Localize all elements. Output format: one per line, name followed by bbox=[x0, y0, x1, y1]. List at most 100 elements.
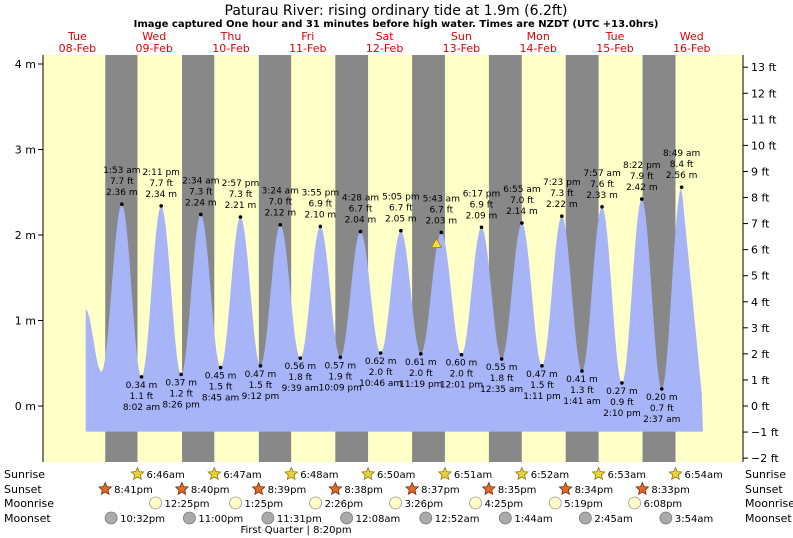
low-tide-time: 9:39 am bbox=[282, 384, 319, 394]
low-tide-time: 1:41 am bbox=[563, 397, 600, 407]
day-labels: Tue08-FebWed09-FebThu10-FebFri11-FebSat1… bbox=[59, 30, 711, 55]
high-tide-ft: 6.7 ft bbox=[429, 205, 453, 215]
moonset-icon bbox=[104, 511, 118, 525]
low-tide-m: 0.60 m bbox=[446, 359, 478, 369]
left-axis-tick-label: 4 m bbox=[15, 58, 36, 71]
high-tide-point bbox=[439, 230, 444, 235]
sunset-time: 8:33pm bbox=[651, 485, 690, 496]
moonrise-time: 12:25pm bbox=[165, 499, 210, 510]
tide-annotations: 1:53 am7.7 ft2.36 m2:11 pm7.7 ft2.34 m2:… bbox=[103, 149, 700, 425]
left-axis-tick-label: 2 m bbox=[15, 229, 36, 242]
low-tide-time: 8:45 am bbox=[202, 394, 239, 404]
low-tide-ft: 1.8 ft bbox=[490, 374, 514, 384]
high-tide-ft: 7.6 ft bbox=[590, 180, 614, 190]
low-tide-time: 11:19 pm bbox=[399, 380, 442, 390]
high-tide-point bbox=[560, 214, 564, 218]
low-tide-point bbox=[620, 381, 624, 385]
high-tide-point bbox=[679, 185, 684, 189]
high-tide-time: 2:11 pm bbox=[142, 168, 180, 178]
low-tide-point bbox=[659, 387, 664, 391]
low-tide-m: 0.55 m bbox=[486, 363, 518, 373]
high-tide-ft: 8.4 ft bbox=[670, 160, 694, 170]
sunset-time: 8:41pm bbox=[114, 485, 153, 496]
low-tide-time: 10:09 pm bbox=[319, 383, 362, 393]
day-date-label: 15-Feb bbox=[596, 42, 633, 55]
sunrise-time: 6:52am bbox=[531, 470, 569, 481]
high-tide-m: 2.36 m bbox=[106, 188, 138, 198]
right-axis-tick-label: 10 ft bbox=[751, 139, 777, 152]
high-tide-time: 6:17 pm bbox=[463, 189, 501, 199]
right-axis-tick-label: 12 ft bbox=[751, 87, 777, 100]
low-tide-m: 0.61 m bbox=[405, 358, 437, 368]
low-tide-m: 0.27 m bbox=[606, 387, 638, 397]
right-axis-tick-label: −2 ft bbox=[751, 452, 779, 465]
low-tide-time: 1:11 pm bbox=[523, 392, 561, 402]
low-tide-ft: 1.5 ft bbox=[209, 383, 233, 393]
moonset-time: 12:08am bbox=[356, 514, 401, 525]
low-tide-point bbox=[540, 364, 544, 368]
day-name-label: Wed bbox=[680, 30, 704, 43]
high-tide-ft: 6.9 ft bbox=[308, 199, 332, 209]
sunrise-icon bbox=[207, 466, 222, 481]
high-tide-m: 2.21 m bbox=[225, 201, 257, 211]
high-tide-point bbox=[199, 212, 203, 217]
moonset-time: 11:00pm bbox=[198, 514, 243, 525]
right-axis-tick-label: 7 ft bbox=[751, 218, 770, 231]
sunset-icon bbox=[98, 481, 113, 496]
moonrise-icon bbox=[229, 496, 242, 510]
high-tide-point bbox=[600, 204, 604, 209]
moonset-time: 1:44am bbox=[514, 514, 552, 525]
sunset-icon bbox=[328, 481, 343, 496]
almanac-row-label-right: Moonrise bbox=[745, 497, 793, 510]
low-tide-ft: 2.0 ft bbox=[409, 369, 433, 379]
right-axis-tick-label: 2 ft bbox=[751, 348, 770, 361]
low-tide-m: 0.45 m bbox=[205, 372, 237, 382]
low-tide-m: 0.34 m bbox=[126, 381, 158, 391]
low-tide-m: 0.47 m bbox=[245, 370, 277, 380]
low-tide-time: 2:37 am bbox=[643, 415, 680, 425]
right-axis-tick-label: −1 ft bbox=[751, 426, 779, 439]
sunset-time: 8:35pm bbox=[498, 485, 537, 496]
almanac-row-label-right: Sunrise bbox=[745, 468, 786, 481]
low-tide-ft: 2.0 ft bbox=[369, 368, 393, 378]
low-tide-m: 0.57 m bbox=[324, 361, 356, 371]
sunset-icon bbox=[251, 481, 266, 496]
moonrise-icon bbox=[548, 496, 562, 510]
right-axis-tick-label: 13 ft bbox=[751, 61, 777, 74]
low-tide-ft: 0.9 ft bbox=[610, 398, 634, 408]
low-tide-time: 9:12 pm bbox=[242, 392, 280, 402]
day-date-label: 12-Feb bbox=[366, 42, 403, 55]
chart-subtitle: Image captured One hour and 31 minutes b… bbox=[134, 19, 659, 30]
high-tide-point bbox=[520, 221, 524, 225]
high-tide-ft: 7.0 ft bbox=[268, 198, 292, 208]
low-tide-point bbox=[218, 365, 223, 370]
low-tide-ft: 1.5 ft bbox=[249, 381, 273, 391]
high-tide-m: 2.05 m bbox=[385, 215, 417, 225]
high-tide-ft: 6.9 ft bbox=[470, 200, 494, 210]
high-tide-ft: 7.7 ft bbox=[149, 179, 173, 189]
high-tide-m: 2.56 m bbox=[666, 171, 698, 181]
sunrise-icon bbox=[130, 466, 145, 481]
almanac-row-label-left: Sunset bbox=[4, 483, 42, 496]
low-tide-m: 0.41 m bbox=[566, 375, 598, 385]
high-tide-m: 2.12 m bbox=[264, 209, 296, 219]
high-tide-m: 2.33 m bbox=[586, 191, 618, 201]
day-date-label: 09-Feb bbox=[135, 42, 172, 55]
high-tide-m: 2.04 m bbox=[345, 216, 377, 226]
high-tide-ft: 7.7 ft bbox=[110, 177, 134, 187]
left-axis-tick-label: 0 m bbox=[15, 400, 36, 413]
moonset-time: 3:54am bbox=[675, 514, 713, 525]
day-name-label: Tue bbox=[605, 30, 625, 43]
high-tide-point bbox=[238, 215, 243, 219]
sunset-time: 8:38pm bbox=[344, 485, 383, 496]
moonset-icon bbox=[261, 511, 275, 525]
sunset-icon bbox=[404, 481, 420, 496]
low-tide-point bbox=[459, 352, 464, 357]
current-tide-marker bbox=[430, 237, 443, 248]
day-name-label: Tue bbox=[67, 30, 87, 43]
moonset-icon bbox=[340, 511, 354, 525]
right-axis-tick-label: 4 ft bbox=[751, 296, 770, 309]
high-tide-time: 2:34 am bbox=[182, 176, 219, 186]
low-tide-time: 12:01 pm bbox=[440, 381, 483, 391]
